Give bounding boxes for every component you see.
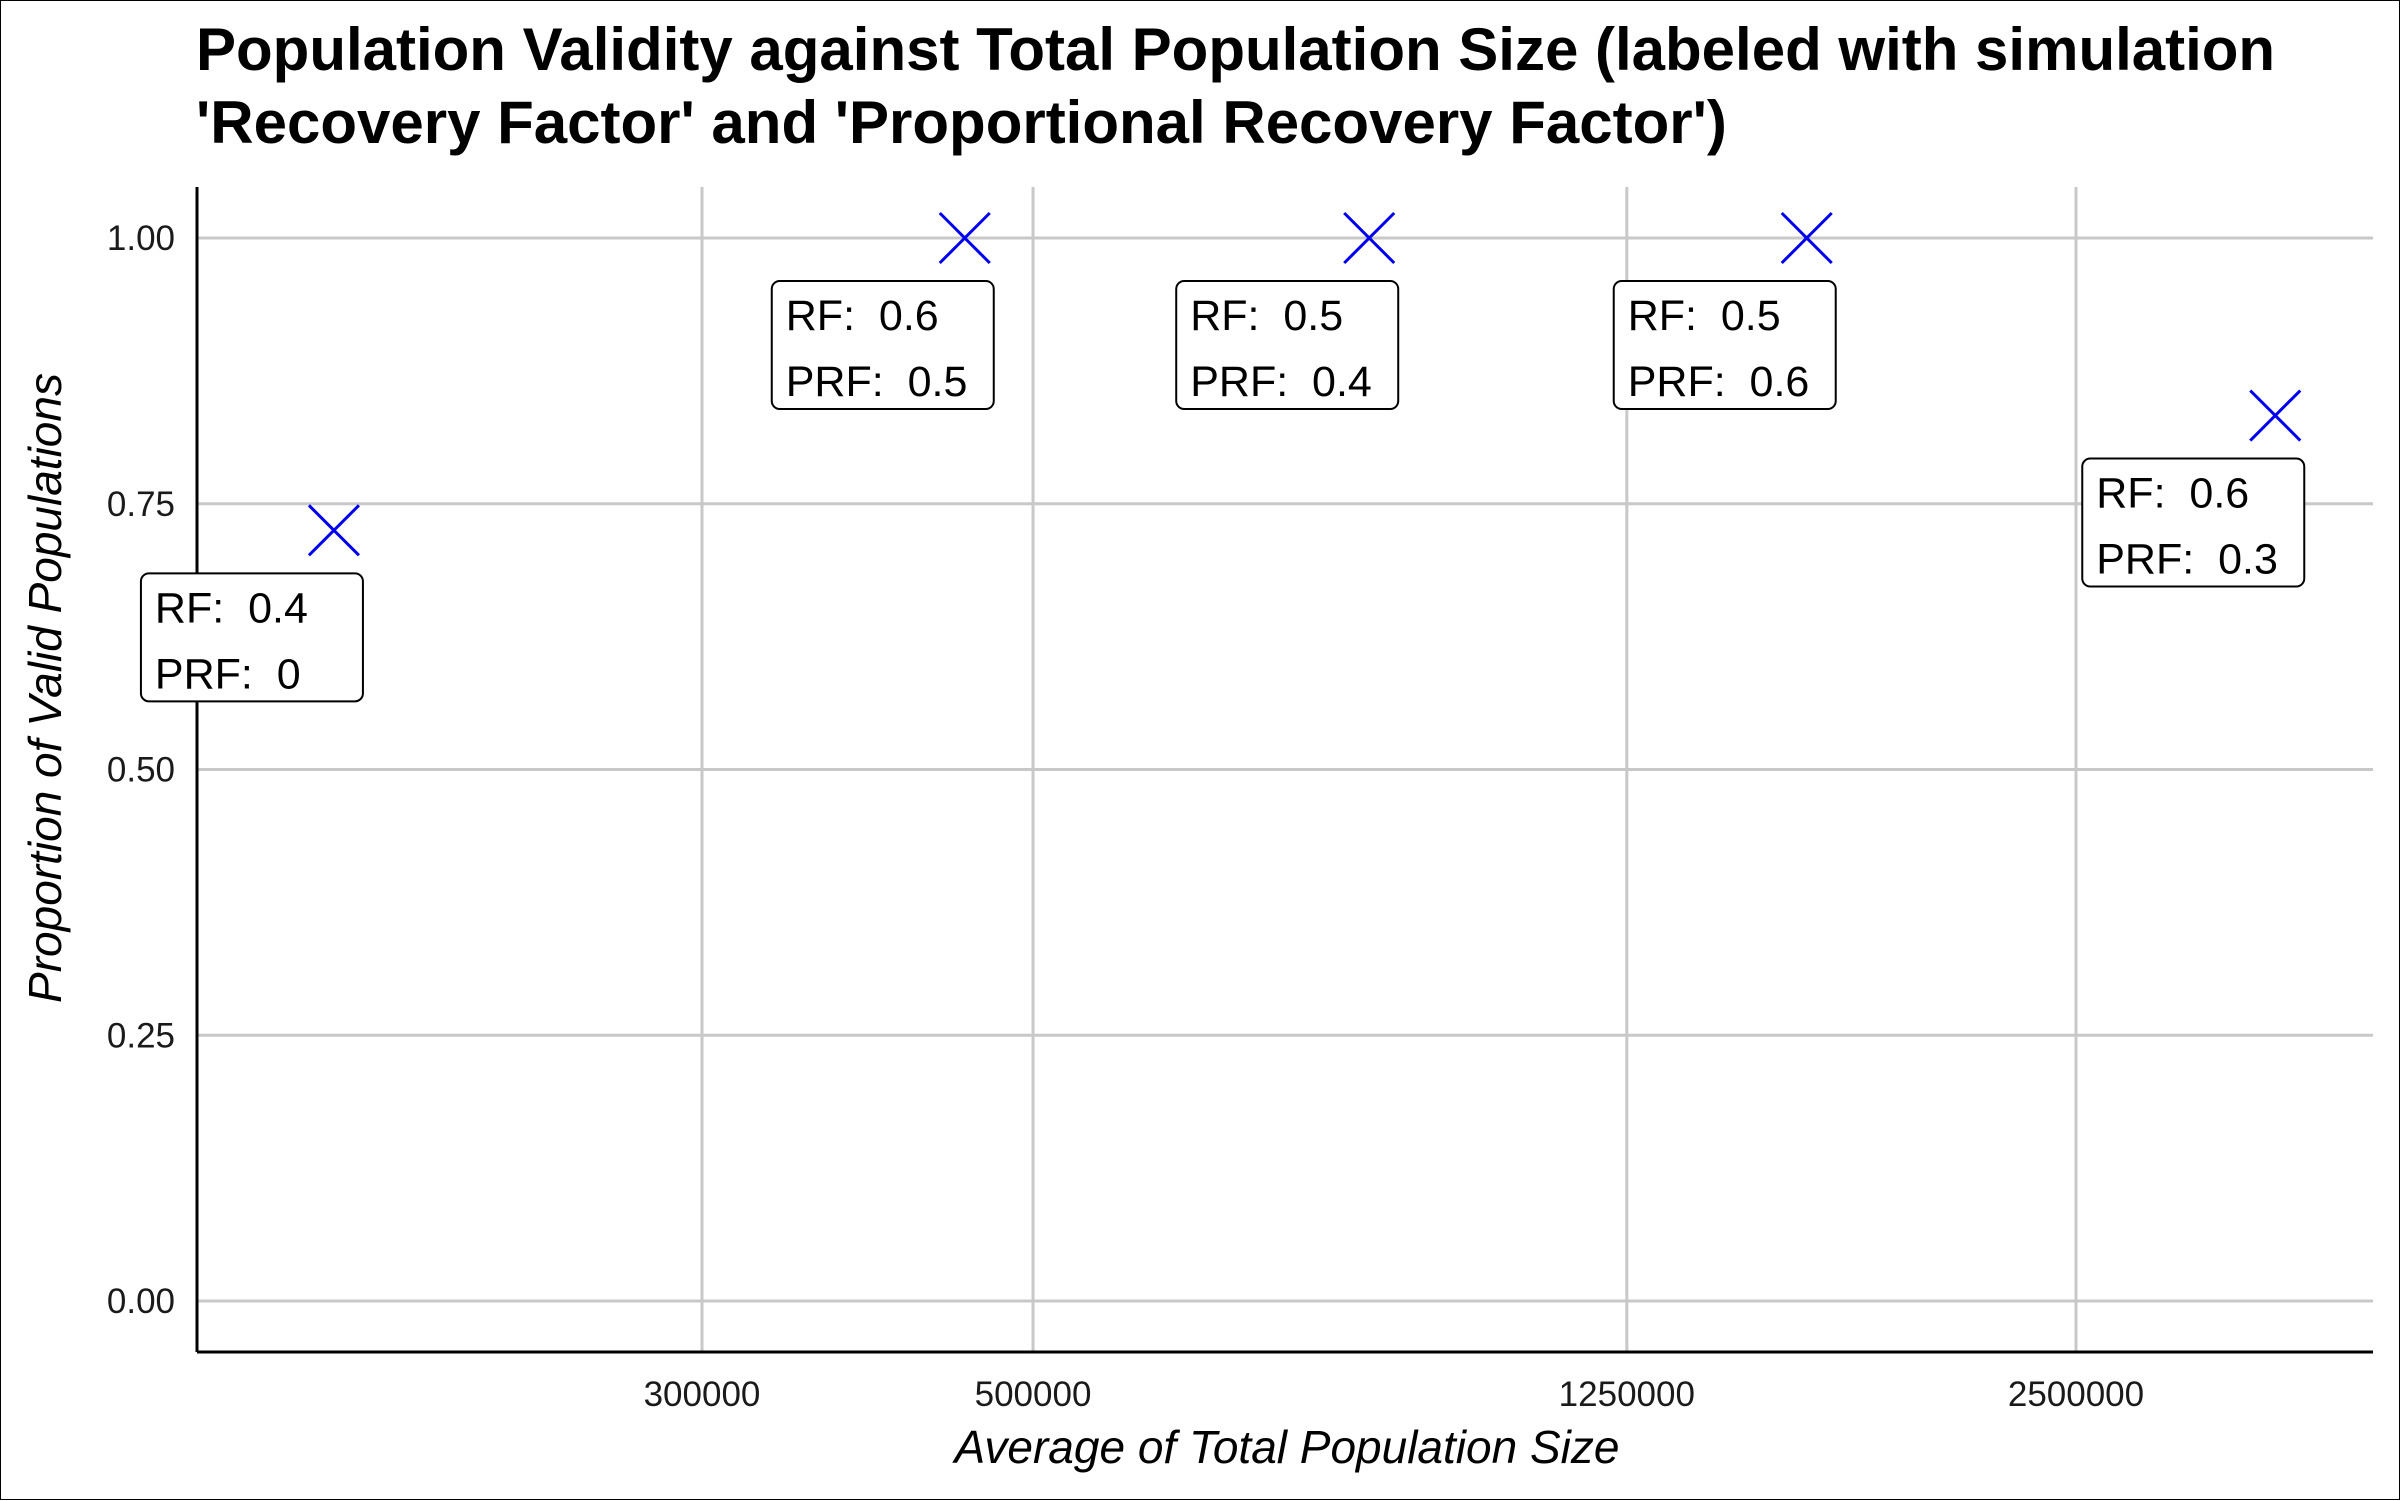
label-line: PRF: 0 (155, 650, 301, 698)
marker-stroke (938, 211, 991, 265)
label-line: RF: 0.5 (1190, 292, 1343, 340)
label-line: RF: 0.6 (786, 292, 939, 340)
data-points (307, 211, 2302, 557)
point-annotations: RF: 0.4 PRF: 0 RF: 0.6 PRF: 0.5 RF: 0.5 PRF: … (139, 280, 2306, 703)
point-label: RF: 0.5 PRF: 0.6 (1612, 280, 1837, 410)
tick-labels: 0.00 0.25 0.50 0.75 1.00 300000 500000 1250000 2… (107, 219, 2144, 1414)
chart-title: Population Validity against Total Popula… (196, 16, 2276, 156)
marker-stroke (1780, 211, 1833, 265)
point-label: RF: 0.5 PRF: 0.4 (1175, 280, 1400, 410)
label-line: PRF: 0.4 (1190, 358, 1372, 406)
x-tick-label: 500000 (975, 1375, 1092, 1414)
y-tick-label: 0.25 (107, 1016, 175, 1055)
y-tick-label: 1.00 (107, 219, 175, 258)
y-axis-title: Proportion of Valid Populations (19, 373, 71, 1003)
axes (195, 187, 2373, 1354)
label-box (1175, 280, 1400, 410)
marker-stroke (1343, 211, 1396, 265)
y-tick-label: 0.75 (107, 485, 175, 524)
label-line: PRF: 0.6 (1628, 358, 1810, 406)
marker-stroke (2249, 389, 2302, 442)
label-box (1612, 280, 1837, 410)
label-box (770, 280, 995, 410)
point-label: RF: 0.6 PRF: 0.5 (770, 280, 995, 410)
x-axis-title: Average of Total Population Size (952, 1421, 1620, 1473)
data-point-marker (938, 211, 991, 265)
label-line: RF: 0.6 (2096, 470, 2249, 518)
label-box (139, 572, 364, 703)
x-tick-label: 1250000 (1559, 1375, 1695, 1414)
x-tick-label: 2500000 (2008, 1375, 2144, 1414)
label-line: PRF: 0.5 (786, 358, 968, 406)
data-point-marker (307, 504, 360, 557)
point-label: RF: 0.6 PRF: 0.3 (2081, 457, 2306, 588)
y-tick-label: 0.00 (107, 1282, 175, 1321)
x-tick-label: 300000 (644, 1375, 761, 1414)
data-point-marker (2249, 389, 2302, 442)
y-tick-label: 0.50 (107, 751, 175, 790)
data-point-marker (1780, 211, 1833, 265)
marker-stroke (307, 504, 360, 557)
label-line: PRF: 0.3 (2096, 536, 2278, 584)
data-point-marker (1343, 211, 1396, 265)
label-box (2081, 457, 2306, 588)
label-line: RF: 0.5 (1628, 292, 1781, 340)
label-line: RF: 0.4 (155, 584, 308, 632)
point-label: RF: 0.4 PRF: 0 (139, 572, 364, 703)
grid-lines (197, 187, 2373, 1352)
